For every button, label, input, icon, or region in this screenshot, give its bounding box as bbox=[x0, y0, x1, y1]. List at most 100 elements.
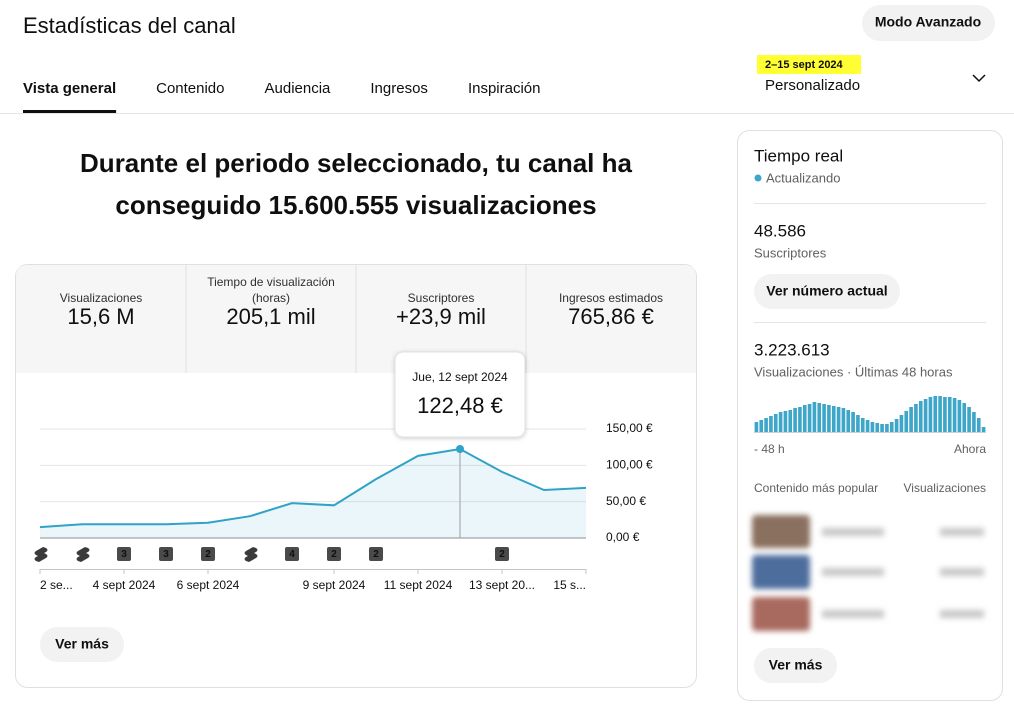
tab[interactable]: Inspiración bbox=[468, 80, 541, 97]
current-count-button-label[interactable]: Ver número actual bbox=[766, 283, 887, 299]
popular-label: Contenido más popular bbox=[754, 481, 878, 495]
status-dot bbox=[754, 174, 762, 182]
tooltip-value: 122,48 € bbox=[417, 393, 503, 418]
chart-end-label: Ahora bbox=[954, 442, 986, 456]
shorts-icon bbox=[244, 547, 258, 562]
realtime-bar bbox=[933, 396, 938, 432]
realtime-more-button-label[interactable]: Ver más bbox=[769, 657, 823, 673]
realtime-bar bbox=[793, 408, 797, 432]
realtime-bar bbox=[841, 408, 846, 432]
realtime-bar bbox=[860, 418, 865, 432]
metric-value: 765,86 € bbox=[568, 304, 654, 329]
realtime-bar bbox=[909, 407, 913, 432]
realtime-bar bbox=[798, 407, 802, 432]
dropdown-chevron[interactable] bbox=[972, 74, 986, 83]
shorts-icon bbox=[76, 547, 90, 562]
more-button[interactable] bbox=[40, 627, 124, 662]
realtime-bar bbox=[773, 414, 778, 432]
realtime-more-button[interactable] bbox=[754, 648, 837, 683]
content-marker-count: 2 bbox=[331, 549, 337, 560]
thumbnail bbox=[752, 515, 810, 548]
headline-box: Durante el periodo seleccionado, tu cana… bbox=[80, 148, 632, 220]
content-marker-count: 3 bbox=[163, 549, 169, 560]
page-title: Estadísticas del canal bbox=[23, 13, 236, 38]
realtime-bar bbox=[783, 411, 788, 432]
content-marker-count: 4 bbox=[289, 549, 295, 560]
active-tab-indicator bbox=[23, 110, 117, 113]
metric-label: Ingresos estimados bbox=[558, 291, 664, 305]
tooltip-date: Jue, 12 sept 2024 bbox=[412, 370, 508, 384]
realtime-bar bbox=[972, 412, 976, 432]
more-button-label[interactable]: Ver más bbox=[55, 636, 109, 652]
blurred-text bbox=[822, 568, 884, 576]
metric-label-box: Visualizaciones bbox=[59, 291, 143, 305]
realtime-bar bbox=[851, 412, 855, 432]
content-marker bbox=[159, 547, 173, 561]
subscriber-label: Suscriptores bbox=[754, 245, 827, 260]
realtime-title: Tiempo real bbox=[754, 146, 843, 165]
content-marker-count: 2 bbox=[373, 549, 379, 560]
realtime-bar bbox=[817, 403, 822, 432]
shorts-icon bbox=[34, 547, 48, 562]
tab[interactable]: Contenido bbox=[156, 80, 224, 97]
metric-value: 205,1 mil bbox=[226, 304, 315, 329]
x-tick-label: 11 sept 2024 bbox=[384, 578, 453, 592]
metric-label-box: Ingresos estimados bbox=[558, 291, 664, 305]
realtime-bar bbox=[778, 412, 783, 432]
content-marker bbox=[285, 547, 299, 561]
period-select[interactable]: Personalizado bbox=[765, 77, 860, 94]
metric-label-box: Suscriptores bbox=[408, 291, 475, 305]
metric-label: Visualizaciones bbox=[59, 291, 143, 305]
advanced-button[interactable] bbox=[862, 5, 995, 41]
realtime-bar bbox=[875, 423, 880, 432]
realtime-bar bbox=[856, 415, 860, 432]
realtime-bar bbox=[827, 405, 831, 432]
current-count-button[interactable] bbox=[754, 274, 900, 309]
y-tick-label: 0,00 € bbox=[606, 530, 640, 544]
content-marker-count: 3 bbox=[121, 549, 127, 560]
tab[interactable]: Audiencia bbox=[265, 80, 332, 97]
tab[interactable]: Vista general bbox=[23, 80, 116, 97]
realtime-bar bbox=[914, 404, 918, 432]
realtime-bar bbox=[812, 402, 817, 432]
date-range: 2–15 sept 2024 bbox=[765, 59, 844, 71]
blurred-text bbox=[940, 610, 984, 618]
content-marker bbox=[201, 547, 215, 561]
tooltip bbox=[394, 351, 526, 438]
tooltip-point bbox=[456, 444, 464, 453]
highlight bbox=[757, 55, 861, 74]
advanced-button-label[interactable]: Modo Avanzado bbox=[875, 14, 981, 30]
realtime-bar bbox=[831, 406, 836, 432]
realtime-bar bbox=[957, 400, 962, 432]
x-tick-label: 9 sept 2024 bbox=[303, 578, 366, 592]
realtime-bar bbox=[754, 422, 759, 432]
realtime-bar bbox=[846, 410, 851, 432]
realtime-bar bbox=[807, 404, 812, 432]
chart-start-label: - 48 h bbox=[754, 442, 785, 456]
y-tick-label: 150,00 € bbox=[606, 421, 653, 435]
blurred-text bbox=[940, 528, 984, 536]
subscriber-count: 48.586 bbox=[754, 221, 806, 240]
metric-value: +23,9 mil bbox=[396, 304, 486, 329]
tabs: Vista general Contenido Audiencia Ingresos I… bbox=[23, 80, 540, 113]
realtime-bar bbox=[836, 407, 841, 432]
realtime-bar bbox=[923, 399, 928, 432]
blurred-text bbox=[940, 568, 984, 576]
tab[interactable]: Ingresos bbox=[370, 80, 428, 97]
x-tick-label: 13 sept 20... bbox=[469, 578, 535, 592]
blurred-text bbox=[822, 528, 884, 536]
realtime-bar bbox=[962, 403, 967, 432]
x-tick-label: 4 sept 2024 bbox=[93, 578, 156, 592]
realtime-bar bbox=[981, 427, 986, 432]
content-marker bbox=[495, 547, 509, 561]
realtime-bar bbox=[928, 397, 933, 432]
realtime-bar bbox=[947, 397, 952, 432]
x-tick-label: 2 se... bbox=[40, 578, 73, 592]
metric-label-box: Tiempo de visualización (horas) bbox=[207, 275, 335, 305]
popular-metric: Visualizaciones bbox=[904, 481, 987, 495]
realtime-bar bbox=[885, 424, 889, 432]
realtime-bar bbox=[976, 418, 981, 432]
realtime-bar bbox=[880, 424, 884, 432]
